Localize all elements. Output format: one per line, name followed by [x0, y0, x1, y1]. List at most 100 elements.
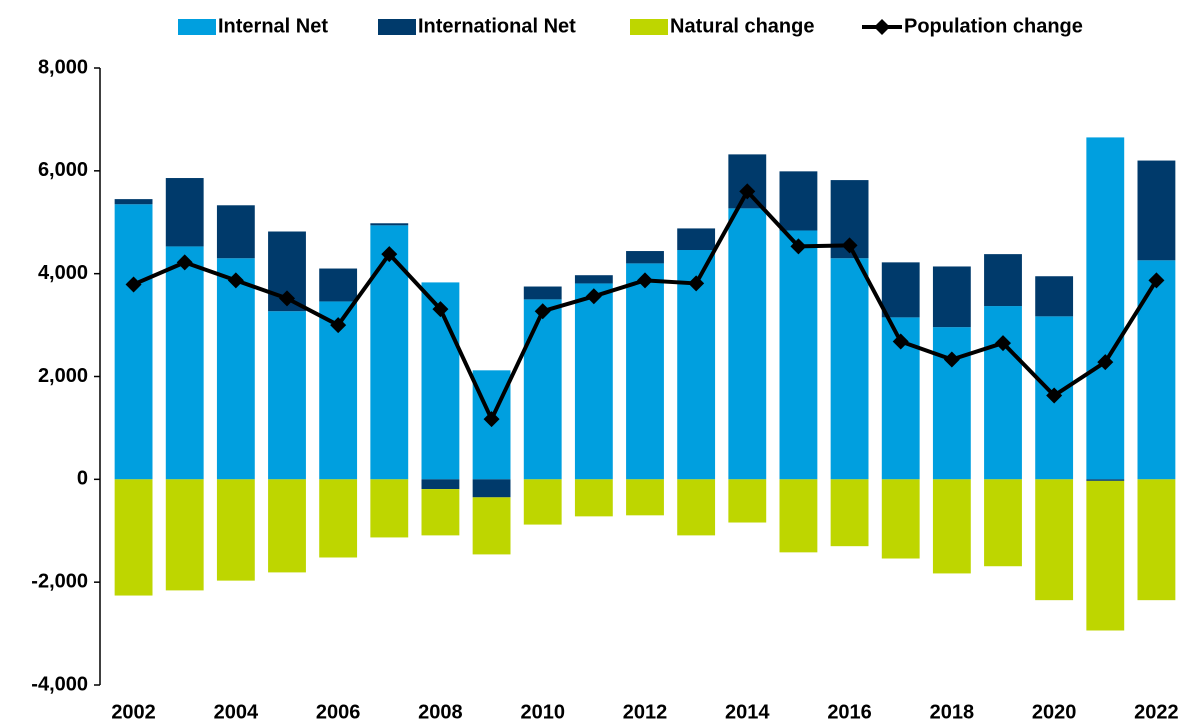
- marker: [1097, 354, 1114, 371]
- bar: [114, 479, 153, 596]
- bar: [114, 204, 153, 480]
- bar: [677, 479, 716, 536]
- bar: [932, 266, 971, 328]
- bar: [216, 479, 255, 581]
- bar: [1137, 160, 1176, 261]
- legend-swatch: [378, 19, 416, 35]
- marker: [176, 254, 193, 271]
- bar: [626, 251, 664, 264]
- x-tick-label: 2002: [111, 701, 156, 722]
- marker: [125, 276, 142, 293]
- x-tick-label: 2018: [930, 701, 975, 722]
- y-tick-label: 6,000: [38, 159, 88, 181]
- marker: [534, 303, 551, 320]
- bar: [779, 171, 818, 231]
- marker: [381, 246, 398, 263]
- marker: [1148, 272, 1165, 289]
- bar: [1086, 480, 1125, 631]
- x-tick-label: 2016: [827, 701, 872, 722]
- bar: [779, 230, 818, 480]
- marker: [739, 183, 756, 200]
- bar: [165, 479, 204, 591]
- bar: [626, 479, 664, 516]
- bar: [984, 306, 1022, 480]
- bar: [370, 479, 409, 538]
- x-tick-label: 2004: [214, 701, 259, 722]
- marker: [637, 272, 653, 289]
- marker: [995, 335, 1011, 352]
- bar: [1086, 479, 1125, 481]
- bar: [779, 479, 818, 553]
- marker: [585, 288, 602, 305]
- x-tick-label: 2014: [725, 701, 770, 722]
- y-tick-label: -2,000: [31, 570, 88, 592]
- y-tick-label: 2,000: [38, 365, 88, 387]
- marker: [841, 237, 858, 254]
- x-tick-label: 2022: [1134, 701, 1179, 722]
- bar: [881, 262, 920, 318]
- bar: [1137, 479, 1176, 601]
- marker: [790, 238, 807, 255]
- bar: [984, 254, 1022, 307]
- marker: [943, 351, 960, 368]
- marker: [1046, 387, 1063, 404]
- bar: [523, 286, 562, 300]
- bar: [216, 258, 255, 480]
- bar: [1035, 276, 1074, 317]
- marker: [483, 411, 500, 428]
- bar: [626, 263, 664, 480]
- bar: [472, 497, 511, 555]
- bar: [574, 283, 613, 480]
- x-tick-label: 2012: [623, 701, 668, 722]
- x-tick-label: 2006: [316, 701, 361, 722]
- x-tick-label: 2020: [1032, 701, 1077, 722]
- bar: [1086, 137, 1125, 480]
- legend-marker: [874, 19, 890, 35]
- bar: [1035, 479, 1074, 601]
- bar: [370, 225, 409, 480]
- bar: [421, 489, 460, 536]
- bar: [932, 479, 971, 574]
- x-tick-label: 2010: [520, 701, 565, 722]
- bar: [984, 479, 1022, 567]
- marker: [279, 290, 295, 307]
- bar: [421, 479, 460, 490]
- bar: [472, 479, 511, 498]
- legend-label: Population change: [904, 15, 1083, 37]
- legend-label: Natural change: [670, 15, 814, 37]
- marker: [892, 333, 909, 350]
- bar: [319, 479, 358, 558]
- y-tick-label: 4,000: [38, 262, 88, 284]
- marker: [227, 272, 244, 289]
- bar: [1137, 260, 1176, 480]
- bar: [881, 479, 920, 559]
- bar: [268, 311, 306, 480]
- bar: [830, 479, 869, 547]
- bar: [370, 223, 409, 226]
- legend-swatch: [178, 19, 216, 35]
- x-tick-label: 2008: [418, 701, 463, 722]
- bar: [830, 258, 869, 480]
- bar: [574, 479, 613, 517]
- bar: [728, 208, 767, 480]
- bar: [216, 205, 255, 259]
- legend-label: Internal Net: [218, 15, 328, 37]
- bar: [677, 228, 716, 251]
- marker: [330, 317, 347, 334]
- bar: [523, 479, 562, 525]
- bar: [932, 327, 971, 480]
- marker: [688, 275, 705, 292]
- bar: [268, 479, 306, 573]
- y-tick-label: 8,000: [38, 56, 88, 78]
- bar: [319, 268, 358, 302]
- bar: [574, 275, 613, 284]
- legend-swatch: [630, 19, 668, 35]
- y-tick-label: 0: [77, 468, 88, 490]
- y-tick-label: -4,000: [31, 673, 88, 695]
- marker: [432, 301, 449, 318]
- bar: [728, 154, 767, 209]
- bar: [728, 479, 767, 523]
- bar: [165, 178, 204, 247]
- legend-label: International Net: [418, 15, 576, 37]
